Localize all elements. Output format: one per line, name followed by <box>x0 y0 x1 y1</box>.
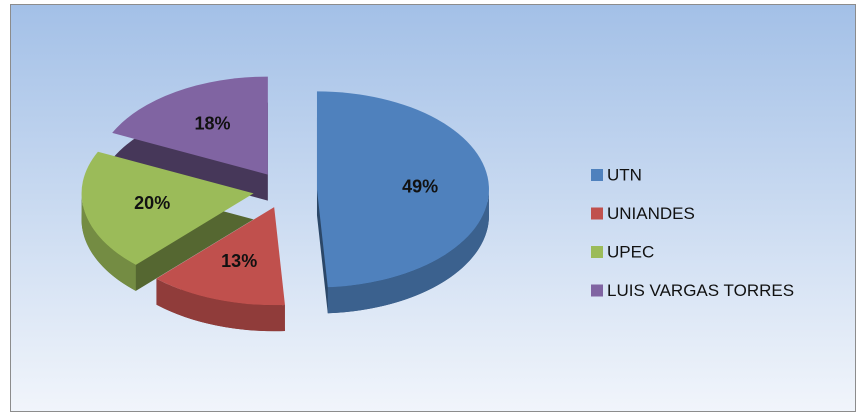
slice-side <box>156 278 285 332</box>
value-label: 13% <box>221 251 257 271</box>
legend-swatch <box>591 246 603 258</box>
legend-swatch <box>591 207 603 220</box>
slice-side <box>327 189 489 314</box>
legend-label: UTN <box>607 165 642 184</box>
value-label: 49% <box>402 176 438 196</box>
slice <box>316 91 489 288</box>
slice <box>81 151 254 265</box>
slice <box>156 207 285 306</box>
legend-label: UNIANDES <box>607 204 695 223</box>
legend-swatch <box>591 284 603 297</box>
slice <box>112 76 268 175</box>
legend-label: UPEC <box>607 242 654 261</box>
value-label: 20% <box>134 193 170 213</box>
slice-side <box>81 193 136 291</box>
value-label: 18% <box>195 114 231 134</box>
legend-swatch <box>591 169 603 181</box>
legend-label: LUIS VARGAS TORRES <box>607 281 794 300</box>
